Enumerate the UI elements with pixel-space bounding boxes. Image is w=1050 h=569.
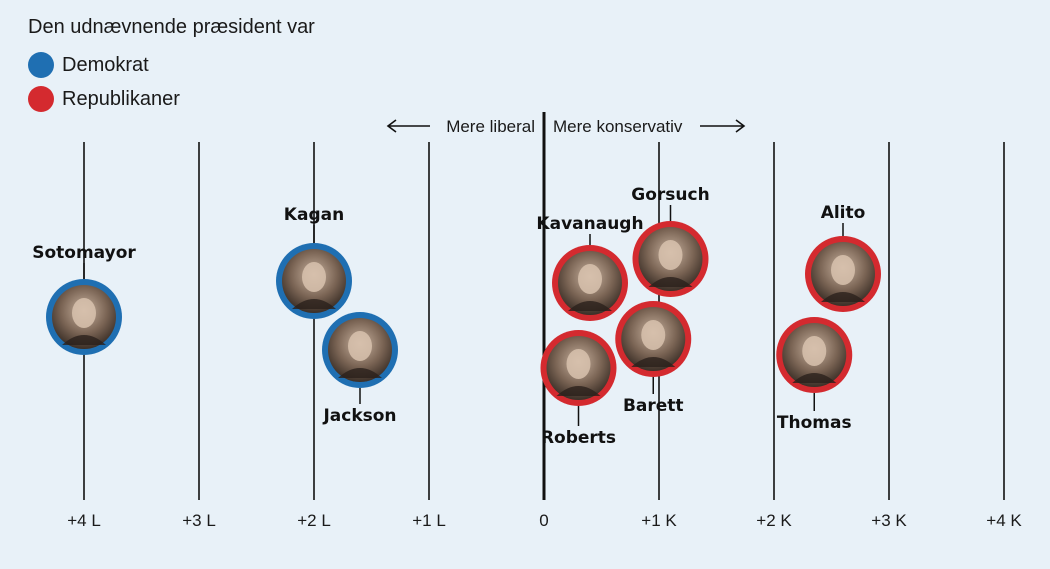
justice-alito: Alito [805, 203, 881, 312]
justice-kavanaugh: Kavanaugh [536, 214, 644, 321]
democrat-dot-icon [28, 52, 54, 78]
face-shape [566, 349, 591, 379]
face-shape [641, 320, 666, 350]
tick-label: +2 K [756, 511, 792, 530]
justice-name-label: Jackson [322, 406, 396, 426]
justice-name-label: Barett [623, 396, 684, 416]
face-shape [348, 331, 372, 361]
left-arrow-icon [386, 119, 430, 133]
face-shape [578, 264, 602, 294]
tick-label: +4 L [67, 511, 101, 530]
legend-item-democrat: Demokrat [28, 52, 149, 78]
face-shape [302, 262, 326, 292]
shoulders-shape [568, 301, 612, 311]
justice-name-label: Kavanaugh [536, 214, 643, 234]
shoulders-shape [556, 386, 601, 396]
justice-name-label: Gorsuch [631, 185, 709, 205]
justice-name-label: Roberts [541, 428, 616, 448]
shoulders-shape [631, 357, 676, 367]
direction-left-label: Mere liberal [446, 117, 535, 136]
shoulders-shape [821, 292, 865, 302]
legend-label-republican: Republikaner [62, 87, 180, 110]
tick-label: +3 L [182, 511, 216, 530]
tick-label: +2 L [297, 511, 331, 530]
shoulders-shape [648, 277, 693, 287]
shoulders-shape [292, 299, 336, 309]
tick-label: 0 [539, 511, 548, 530]
face-shape [72, 298, 96, 328]
justice-name-label: Sotomayor [32, 243, 136, 263]
face-shape [658, 240, 683, 270]
direction-right-label: Mere konservativ [553, 117, 683, 136]
justice-kagan: Kagan [276, 205, 352, 319]
tick-label: +1 L [412, 511, 446, 530]
justice-name-label: Thomas [777, 413, 852, 433]
republican-dot-icon [28, 86, 54, 112]
right-arrow-icon [700, 119, 746, 133]
justice-name-label: Kagan [284, 205, 344, 225]
justice-roberts: Roberts [540, 330, 617, 448]
justice-gorsuch: Gorsuch [631, 185, 710, 297]
justice-barett: Barett [615, 301, 692, 416]
justice-jackson: Jackson [322, 312, 398, 426]
tick-label: +1 K [641, 511, 677, 530]
justice-sotomayor: Sotomayor [32, 243, 136, 355]
justice-name-label: Alito [821, 203, 866, 223]
shoulders-shape [62, 335, 106, 345]
shoulders-shape [792, 373, 837, 383]
tick-label: +4 K [986, 511, 1022, 530]
tick-label: +3 K [871, 511, 907, 530]
justice-thomas: Thomas [776, 317, 853, 433]
face-shape [831, 255, 855, 285]
face-shape [802, 336, 827, 366]
shoulders-shape [338, 368, 382, 378]
legend-label-democrat: Demokrat [62, 53, 149, 76]
legend-title: Den udnævnende præsident var [28, 16, 315, 38]
legend-item-republican: Republikaner [28, 86, 180, 112]
